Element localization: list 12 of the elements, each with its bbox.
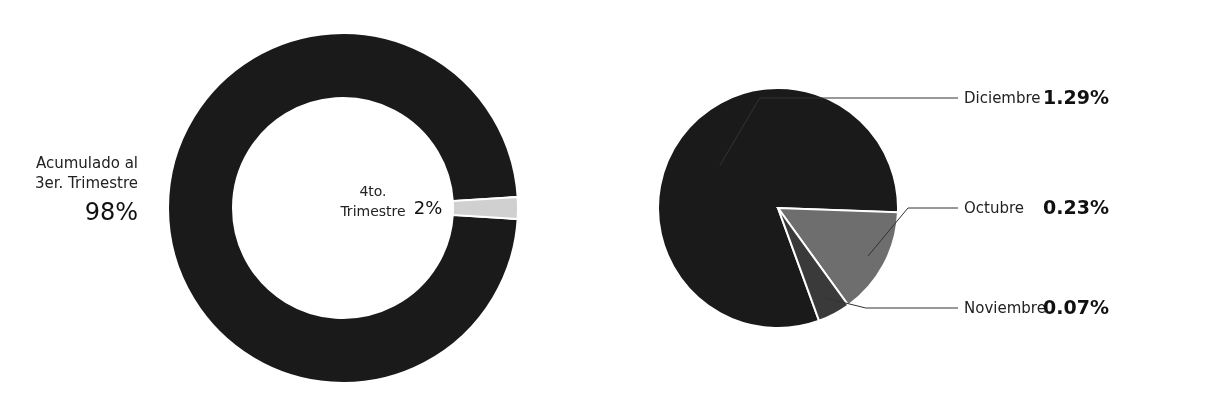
slice-label: Noviembre [964,299,1046,317]
slice-label: Diciembre [964,89,1041,107]
data-label: 2% [413,197,443,218]
pie-slice [657,87,899,329]
data-label: 0.23% [1043,196,1109,218]
data-label: 1.29% [1043,86,1109,108]
donut-slice [167,32,519,384]
data-label: 0.07% [1043,296,1109,318]
slice-label: Octubre [964,199,1025,217]
slice-label: 4to. Trimestre [339,183,406,219]
slice-label: Acumulado al 3er. Trimestre [35,154,138,192]
data-label: 98% [84,198,138,226]
